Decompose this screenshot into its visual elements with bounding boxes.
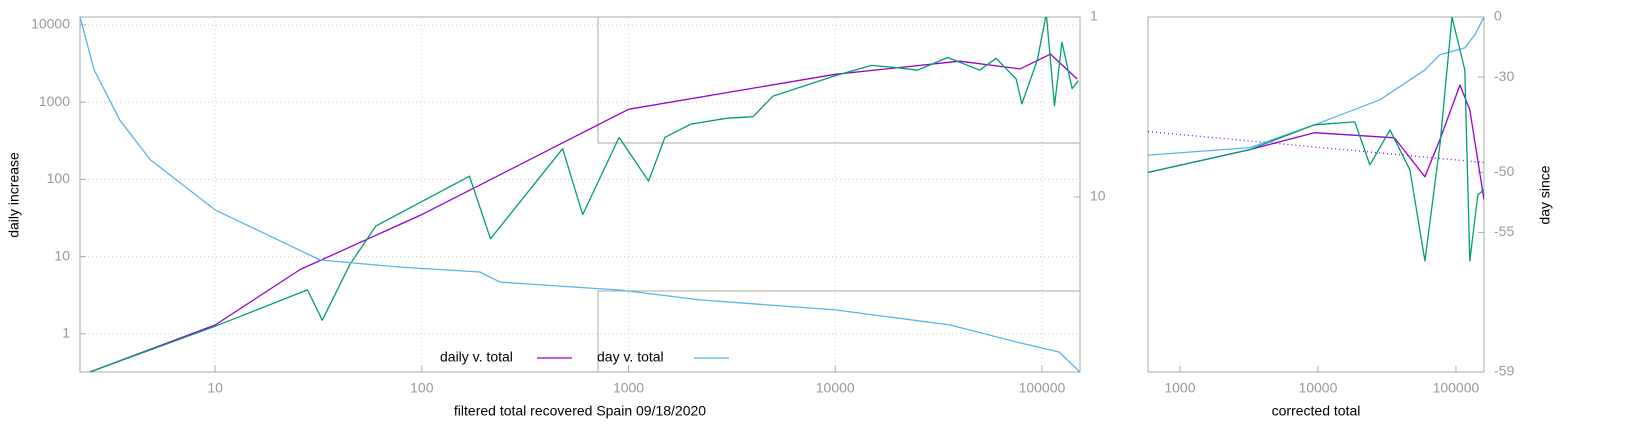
x-tick-label: 1000 (1164, 380, 1195, 396)
x-tick-label: 100000 (1433, 380, 1480, 396)
x-axis-label: filtered total recovered Spain 09/18/202… (454, 403, 706, 419)
inset-frame (597, 17, 1080, 144)
x-tick-label: 100000 (1019, 380, 1066, 396)
y2-tick-label: 10 (1090, 188, 1106, 204)
series-line (1148, 17, 1484, 156)
x-tick-label: 10000 (816, 380, 855, 396)
series-line (1148, 17, 1484, 262)
y-tick-label: 100 (47, 170, 71, 186)
series-line (89, 17, 1079, 372)
y2-tick-label: -50 (1494, 163, 1514, 179)
plot-frame (79, 16, 1081, 373)
y2-tick-label: -30 (1494, 68, 1514, 84)
legend-label: daily v. total (440, 349, 513, 365)
y-tick-label: 1000 (39, 93, 70, 109)
inset-frames (597, 17, 1080, 372)
series-line (89, 53, 1078, 372)
x-tick-label: 10000 (1298, 380, 1337, 396)
y-tick-label: 1 (62, 325, 70, 341)
y2-tick-label: -59 (1494, 363, 1514, 379)
y-tick-label: 10000 (31, 16, 70, 32)
series-line (80, 17, 1080, 372)
x-tick-label: 10 (207, 380, 223, 396)
plot-frame (1147, 16, 1485, 373)
y2-tick-label: 0 (1494, 8, 1502, 24)
inset-frame (597, 290, 1080, 372)
series-group (80, 17, 1080, 372)
y2-tick-label: 1 (1090, 8, 1098, 24)
y2-axis-label: day since (1537, 165, 1553, 224)
series-line (1148, 84, 1484, 200)
legend-label: day v. total (597, 349, 664, 365)
x-tick-label: 1000 (613, 380, 644, 396)
series-line (1148, 130, 1484, 164)
y-tick-label: 10 (54, 247, 70, 263)
x-tick-label: 100 (410, 380, 434, 396)
y-axis-label: daily increase (6, 152, 22, 238)
x-axis-label: corrected total (1272, 403, 1361, 419)
series-group (1148, 17, 1484, 262)
y2-tick-label: -55 (1494, 223, 1514, 239)
